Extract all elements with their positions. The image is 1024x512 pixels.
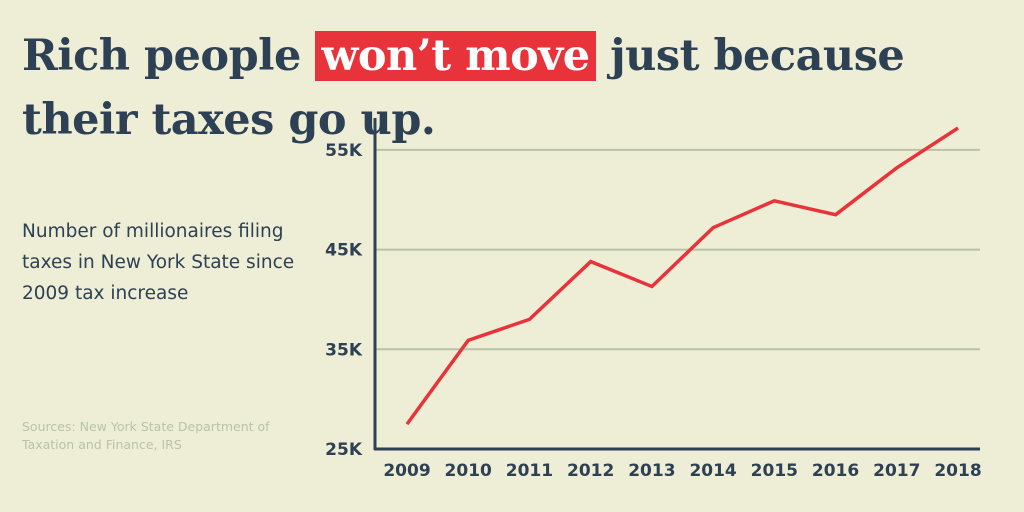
headline-after: just because their taxes go up. <box>22 31 905 145</box>
x-tick-label: 2012 <box>567 461 614 481</box>
x-tick-label: 2009 <box>383 461 430 481</box>
source-note: Sources: New York State Department of Ta… <box>22 419 270 452</box>
series-lines <box>405 126 959 426</box>
x-tick-label: 2013 <box>628 461 675 481</box>
y-tick-label: 45K <box>325 241 363 261</box>
series-line <box>405 126 959 426</box>
x-tick-label: 2016 <box>812 461 859 481</box>
x-tick-label: 2018 <box>934 461 981 481</box>
chart-subtitle: Number of millionaires filing taxes in N… <box>22 221 295 304</box>
x-tick-label: 2017 <box>873 461 920 481</box>
x-tick-label: 2011 <box>506 461 553 481</box>
y-tick-label: 25K <box>325 440 363 460</box>
x-tick-label: 2015 <box>751 461 798 481</box>
y-tick-labels: 25K 35K 45K 55K <box>325 141 363 460</box>
headline-highlight: won’t move <box>315 31 596 81</box>
x-tick-labels: 2009 2010 2011 2012 2013 2014 2015 2016 2017 2018 <box>383 461 981 481</box>
x-tick-label: 2010 <box>445 461 492 481</box>
y-tick-label: 35K <box>325 340 363 360</box>
y-tick-label: 55K <box>325 141 363 161</box>
headline: Rich people won’t move just because thei… <box>22 24 1012 152</box>
x-tick-label: 2014 <box>689 461 736 481</box>
headline-before: Rich people <box>22 31 316 81</box>
axes <box>373 118 980 451</box>
grid-lines <box>375 148 980 351</box>
